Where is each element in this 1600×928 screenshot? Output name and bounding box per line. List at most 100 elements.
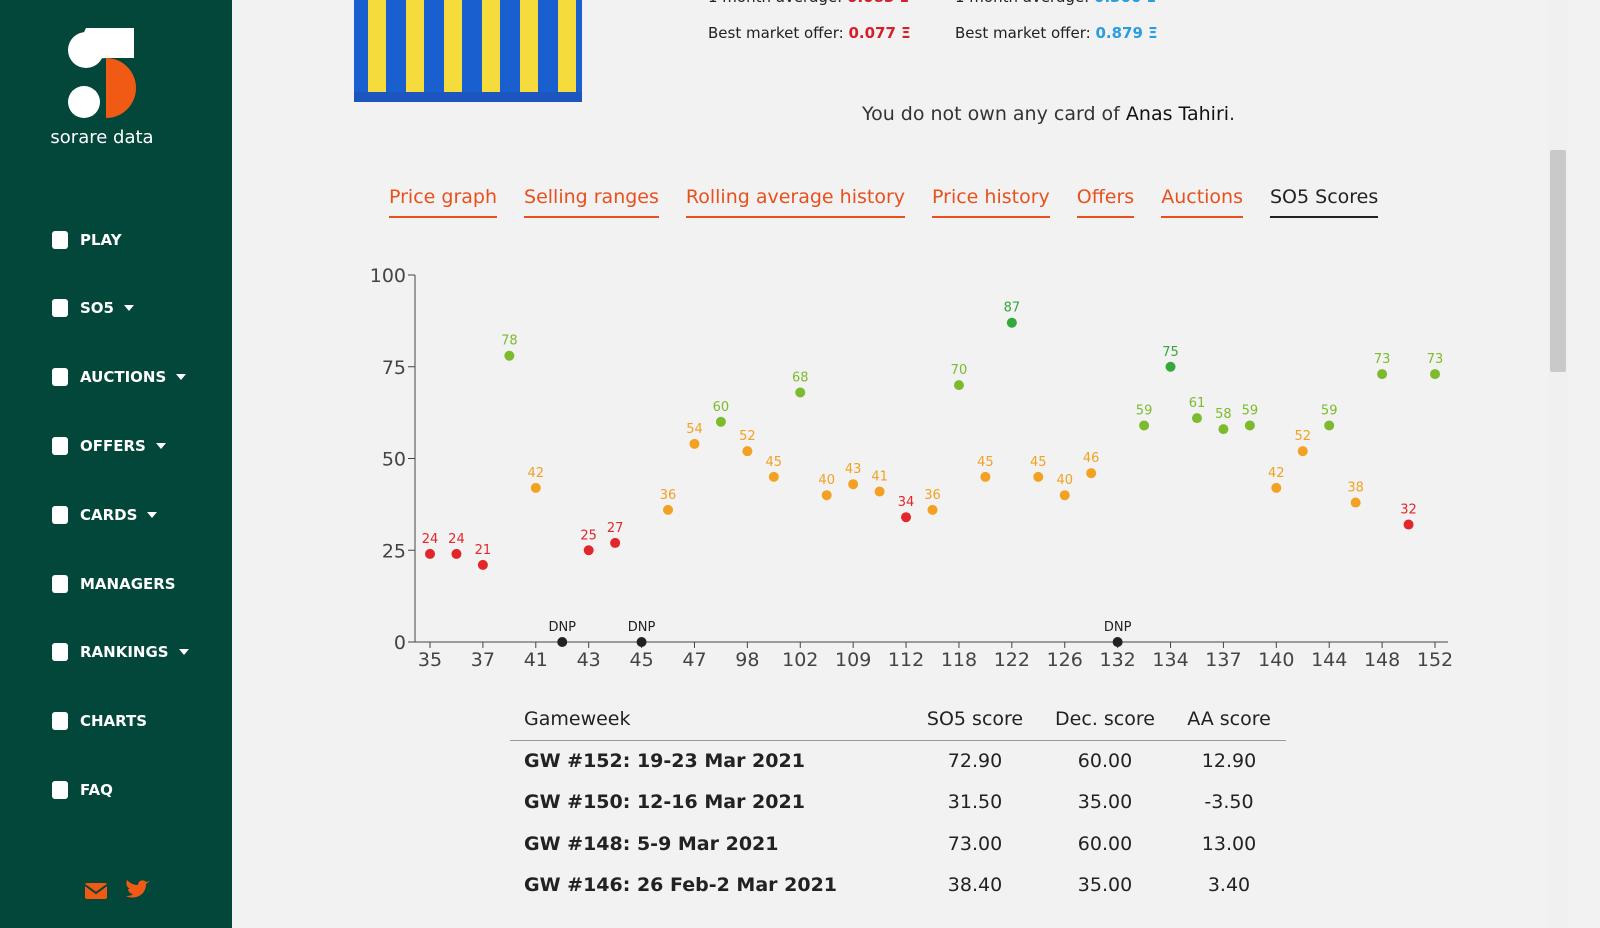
- value-label: 45: [977, 455, 994, 470]
- tab[interactable]: Auctions: [1161, 186, 1243, 218]
- value-label: 45: [766, 455, 783, 470]
- dropdown-caret: [176, 374, 187, 380]
- value-label: 24: [448, 532, 465, 547]
- market-row: 1 month average: 0.083 Ξ: [708, 0, 909, 6]
- x-tick-label: 148: [1364, 649, 1400, 671]
- table-cell: 3.40: [1207, 874, 1251, 896]
- value-label: 46: [1083, 451, 1100, 466]
- ownership-prefix: You do not own any card of: [862, 103, 1126, 125]
- nav-item[interactable]: OFFERS: [48, 431, 166, 461]
- value-label: 36: [660, 488, 677, 503]
- point: [1086, 468, 1097, 479]
- x-tick-label: 112: [888, 649, 924, 671]
- table-cell: 31.50: [947, 791, 1003, 813]
- value-label: 36: [924, 488, 941, 503]
- nav-item[interactable]: AUCTIONS: [48, 362, 187, 392]
- nav-item[interactable]: RANKINGS: [48, 637, 189, 667]
- point: [689, 438, 700, 449]
- scrollbar-thumb[interactable]: [1550, 150, 1566, 372]
- market-row: 1 month average: 0.300 Ξ: [955, 0, 1156, 6]
- jersey-image: [354, 0, 582, 102]
- nav-item[interactable]: PLAY: [48, 225, 122, 255]
- value-label: 24: [422, 532, 439, 547]
- tabs: Price graph Selling ranges Rolling average…: [389, 186, 1379, 218]
- nav-item[interactable]: SO5: [48, 293, 134, 323]
- market-row: Best market offer: 0.077 Ξ: [708, 24, 911, 42]
- point: [477, 559, 488, 570]
- point: [425, 548, 435, 559]
- x-tick-label: 140: [1258, 649, 1294, 671]
- nav-item[interactable]: CARDS: [48, 500, 158, 530]
- value-label: 54: [686, 422, 703, 437]
- x-tick-label: 144: [1311, 649, 1347, 671]
- nav-label: MANAGERS: [80, 575, 176, 593]
- x-tick-label: 37: [471, 649, 495, 671]
- market-label: Best market offer:: [955, 24, 1091, 42]
- nav-item[interactable]: FAQ: [48, 775, 113, 805]
- value-label: 21: [475, 543, 492, 558]
- nav-icon: [52, 781, 68, 799]
- x-tick-label: 137: [1205, 649, 1241, 671]
- table-cell: GW #152: 19-23 Mar 2021: [524, 750, 805, 772]
- point: [1059, 490, 1070, 501]
- point: [848, 479, 859, 490]
- value-label: 43: [845, 462, 862, 477]
- x-tick-label: 45: [629, 649, 653, 671]
- tab[interactable]: Selling ranges: [524, 186, 659, 218]
- point: [636, 637, 647, 647]
- point: [927, 504, 938, 515]
- value-label: 61: [1189, 396, 1206, 411]
- point: [557, 637, 568, 647]
- y-tick-label: 25: [382, 540, 406, 562]
- nav-label: FAQ: [80, 781, 113, 799]
- y-tick-label: 50: [382, 449, 406, 471]
- nav-label: CARDS: [80, 506, 138, 524]
- nav-item[interactable]: CHARTS: [48, 706, 147, 736]
- tab[interactable]: Rolling average history: [685, 186, 906, 218]
- tab[interactable]: SO5 Scores: [1270, 186, 1379, 218]
- point: [821, 490, 832, 501]
- y-tick-label: 75: [382, 357, 406, 379]
- point: [1430, 369, 1440, 380]
- nav-icon: [52, 506, 68, 524]
- point: [663, 504, 674, 515]
- sidebar: sorare data PLAY SO5 AUCTIONS OFFERS CARDS MA…: [0, 0, 232, 928]
- x-tick-label: 126: [1047, 649, 1083, 671]
- value-label: 34: [898, 495, 915, 510]
- value-label: 70: [951, 363, 968, 378]
- table-cell: 60.00: [1077, 833, 1133, 855]
- value-label: 42: [1268, 466, 1285, 481]
- table-cell: GW #150: 12-16 Mar 2021: [524, 791, 805, 813]
- x-tick-label: 118: [941, 649, 977, 671]
- value-label: 27: [607, 521, 624, 536]
- point: [1377, 369, 1388, 380]
- nav-label: OFFERS: [80, 437, 146, 455]
- point: [1033, 471, 1044, 482]
- tab[interactable]: Offers: [1076, 186, 1135, 218]
- value-label: 58: [1215, 407, 1232, 422]
- table-header: AA score: [1187, 708, 1271, 730]
- nav-item[interactable]: MANAGERS: [48, 569, 176, 599]
- nav-icon: [52, 437, 68, 455]
- table-cell: 38.40: [947, 874, 1003, 896]
- tab[interactable]: Price history: [932, 186, 1050, 218]
- x-tick-label: 35: [418, 649, 442, 671]
- point: [980, 471, 991, 482]
- point: [610, 537, 621, 548]
- value-label: 73: [1374, 352, 1391, 367]
- point: [1165, 361, 1176, 372]
- point: [1244, 420, 1255, 431]
- tab[interactable]: Price graph: [389, 186, 498, 218]
- mail-icon[interactable]: [85, 883, 107, 899]
- value-label: 60: [713, 400, 730, 415]
- twitter-icon[interactable]: [126, 880, 150, 898]
- table-cell: 13.00: [1201, 833, 1257, 855]
- value-label: 59: [1242, 403, 1259, 418]
- point: [715, 416, 726, 427]
- value-label: 75: [1162, 345, 1179, 360]
- value-label: 52: [739, 429, 756, 444]
- nav-label: RANKINGS: [80, 643, 169, 661]
- value-label: DNP: [628, 620, 656, 635]
- point: [583, 545, 594, 556]
